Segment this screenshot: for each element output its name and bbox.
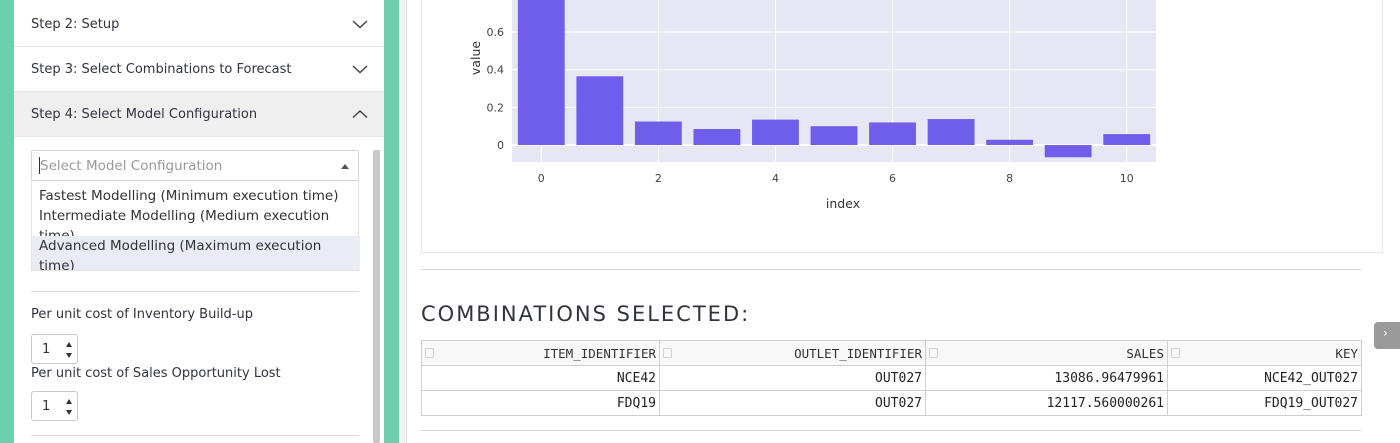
x-tick-label: 10	[1120, 172, 1134, 185]
combinations-table: ITEM_IDENTIFIER OUTLET_IDENTIFIER SALES …	[421, 340, 1362, 416]
left-frame-border	[0, 0, 14, 443]
bar	[693, 129, 741, 146]
x-axis-label: index	[826, 196, 860, 211]
expander-label: Step 3: Select Combinations to Forecast	[31, 61, 292, 77]
x-tick-label: 8	[1006, 172, 1013, 185]
x-tick-label: 6	[889, 172, 896, 185]
sidebar: Step 2: Setup Step 3: Select Combination…	[14, 0, 384, 443]
bar	[810, 126, 858, 146]
sidebar-divider	[31, 435, 359, 436]
table-row[interactable]: NCE42 OUT027 13086.96479961 NCE42_OUT027	[421, 365, 1362, 391]
section-divider	[421, 269, 1361, 270]
expander-label: Step 4: Select Model Configuration	[31, 106, 258, 122]
y-tick-label: 0	[497, 139, 504, 152]
chart-container: 0 0.2 0.4 0.6 0 2 4 6 8 10 index value	[421, 0, 1383, 253]
expander-step-4[interactable]: Step 4: Select Model Configuration	[14, 92, 384, 137]
inventory-cost-value: 1	[42, 342, 51, 357]
column-header-label: KEY	[1335, 345, 1358, 361]
table-cell[interactable]: OUT027	[659, 365, 926, 391]
column-menu-icon[interactable]	[663, 348, 672, 358]
text-cursor	[39, 157, 40, 174]
expand-panel-tab[interactable]: ›	[1374, 322, 1400, 349]
table-row[interactable]: FDQ19 OUT027 12117.560000261 FDQ19_OUT02…	[421, 390, 1362, 416]
opportunity-cost-label: Per unit cost of Sales Opportunity Lost	[31, 366, 281, 381]
y-tick-label: 0.6	[487, 26, 505, 39]
sidebar-divider	[31, 291, 359, 292]
expand-icon: ›	[1383, 326, 1388, 340]
y-axis-label: value	[468, 41, 483, 75]
inventory-cost-label: Per unit cost of Inventory Build-up	[31, 307, 253, 322]
bar-chart: 0 0.2 0.4 0.6 0 2 4 6 8 10 index value	[468, 0, 1156, 211]
inventory-cost-stepper[interactable]: 1	[31, 334, 78, 364]
bar	[869, 122, 916, 146]
chevron-down-icon	[352, 20, 368, 29]
select-placeholder: Select Model Configuration	[40, 158, 223, 174]
table-cell[interactable]: 13086.96479961	[925, 365, 1168, 391]
model-config-menu: Fastest Modelling (Minimum execution tim…	[31, 181, 360, 271]
opportunity-cost-value: 1	[42, 399, 51, 414]
decrement-icon[interactable]	[66, 410, 72, 415]
menu-option-advanced[interactable]: Advanced Modelling (Maximum execution ti…	[32, 236, 360, 270]
table-cell[interactable]: NCE42	[421, 365, 660, 391]
bar	[517, 0, 565, 146]
y-tick-label: 0.2	[487, 101, 505, 114]
expander-label: Step 2: Setup	[31, 16, 120, 32]
bar	[1103, 134, 1151, 146]
expander-step-3[interactable]: Step 3: Select Combinations to Forecast	[14, 47, 384, 92]
y-tick-label: 0.4	[487, 64, 505, 77]
section-divider	[421, 430, 1361, 431]
model-config-select[interactable]: Select Model Configuration	[31, 150, 359, 181]
main-content: 0 0.2 0.4 0.6 0 2 4 6 8 10 index value COMBINATIONS…	[407, 0, 1400, 443]
decrement-icon[interactable]	[66, 353, 72, 358]
opportunity-cost-stepper[interactable]: 1	[31, 391, 78, 421]
column-header-sales[interactable]: SALES	[925, 340, 1168, 366]
bar	[986, 139, 1034, 146]
table-cell[interactable]: OUT027	[659, 390, 926, 416]
x-tick-label: 2	[655, 172, 662, 185]
column-menu-icon[interactable]	[1171, 348, 1180, 358]
column-header-label: ITEM_IDENTIFIER	[543, 345, 656, 361]
caret-up-icon[interactable]	[341, 164, 349, 169]
bar	[752, 119, 799, 146]
sidebar-scrollbar-thumb[interactable]	[373, 150, 380, 443]
chevron-up-icon	[352, 109, 368, 119]
bar	[576, 76, 624, 146]
right-frame-border	[384, 0, 399, 443]
table-cell[interactable]: FDQ19_OUT027	[1167, 390, 1362, 416]
bar	[634, 121, 682, 146]
column-header-label: OUTLET_IDENTIFIER	[794, 345, 922, 361]
table-cell[interactable]: NCE42_OUT027	[1167, 365, 1362, 391]
x-tick-label: 4	[772, 172, 779, 185]
column-header-label: SALES	[1126, 345, 1164, 361]
table-header-row: ITEM_IDENTIFIER OUTLET_IDENTIFIER SALES …	[421, 340, 1362, 366]
column-header-outlet-identifier[interactable]: OUTLET_IDENTIFIER	[659, 340, 926, 366]
table-cell[interactable]: FDQ19	[421, 390, 660, 416]
bar	[1044, 145, 1092, 158]
x-tick-label: 0	[538, 172, 545, 185]
increment-icon[interactable]	[66, 342, 72, 347]
combinations-title: COMBINATIONS SELECTED:	[421, 302, 751, 326]
column-header-key[interactable]: KEY	[1167, 340, 1362, 366]
column-menu-icon[interactable]	[929, 348, 938, 358]
sidebar-resize-strip[interactable]	[399, 0, 407, 443]
column-menu-icon[interactable]	[425, 348, 434, 358]
table-cell[interactable]: 12117.560000261	[925, 390, 1168, 416]
bar	[927, 119, 975, 146]
column-header-item-identifier[interactable]: ITEM_IDENTIFIER	[421, 340, 660, 366]
chevron-down-icon	[352, 65, 368, 74]
increment-icon[interactable]	[66, 399, 72, 404]
menu-option-fastest[interactable]: Fastest Modelling (Minimum execution tim…	[39, 188, 339, 204]
expander-step-2[interactable]: Step 2: Setup	[14, 2, 384, 47]
